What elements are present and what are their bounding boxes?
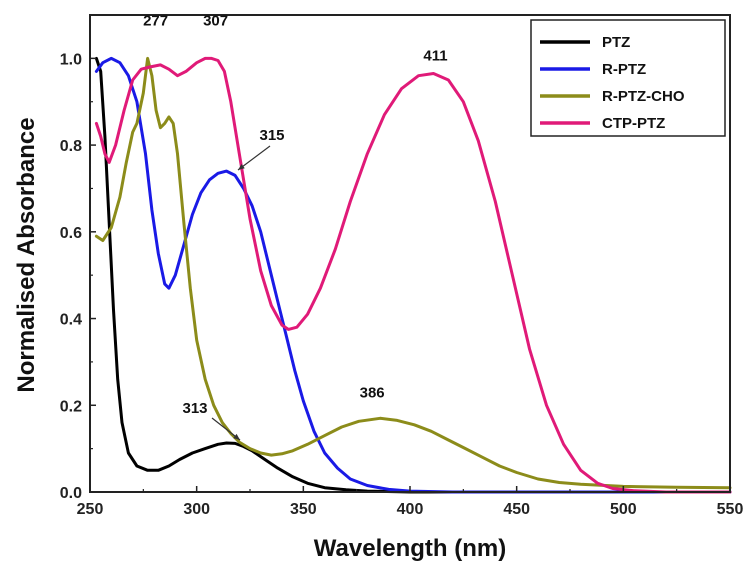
- x-tick-label: 400: [397, 501, 424, 518]
- series-line-ctp-ptz: [94, 56, 732, 494]
- peak-label: 277: [143, 12, 168, 29]
- peak-annotations: 277 307 411 315 313 386: [143, 12, 448, 441]
- x-axis-title: Wavelength (nm): [314, 535, 506, 562]
- legend-label: PTZ: [602, 34, 630, 51]
- peak-label: 313: [182, 400, 207, 417]
- annotation-arrowhead: [238, 163, 245, 170]
- plot-series: [94, 56, 732, 494]
- series-line-r-ptz: [94, 56, 732, 494]
- y-tick-label: 0.6: [60, 225, 82, 242]
- x-ticks: 250 300 350 400 450 500 550: [77, 486, 744, 518]
- y-tick-label: 0.2: [60, 398, 82, 415]
- series-line-ptz: [94, 56, 732, 494]
- legend: PTZ R-PTZ R-PTZ-CHO CTP-PTZ: [530, 19, 726, 137]
- y-tick-label: 0.8: [60, 138, 82, 155]
- legend-label: R-PTZ: [602, 61, 646, 78]
- legend-label: R-PTZ-CHO: [602, 88, 685, 105]
- peak-label: 386: [360, 384, 385, 401]
- y-tick-label: 1.0: [60, 51, 82, 68]
- peak-label: 411: [423, 48, 447, 65]
- y-axis-title: Normalised Absorbance: [13, 117, 40, 392]
- legend-box: [530, 19, 726, 137]
- annotation-arrowhead: [233, 433, 240, 440]
- peak-label: 307: [203, 12, 228, 29]
- x-tick-label: 450: [503, 501, 530, 518]
- x-tick-label: 250: [77, 501, 104, 518]
- x-tick-label: 500: [610, 501, 637, 518]
- legend-items: PTZ R-PTZ R-PTZ-CHO CTP-PTZ: [540, 34, 685, 132]
- peak-label: 315: [259, 127, 284, 144]
- y-tick-label: 0.0: [60, 485, 82, 502]
- x-tick-label: 300: [183, 501, 210, 518]
- series-line-r-ptz-cho: [94, 56, 732, 490]
- y-ticks: 0.0 0.2 0.4 0.6 0.8 1.0: [60, 14, 96, 502]
- x-tick-label: 550: [717, 501, 744, 518]
- x-tick-label: 350: [290, 501, 317, 518]
- legend-label: CTP-PTZ: [602, 115, 665, 132]
- annotation-arrow: [237, 145, 271, 171]
- y-tick-label: 0.4: [60, 312, 82, 329]
